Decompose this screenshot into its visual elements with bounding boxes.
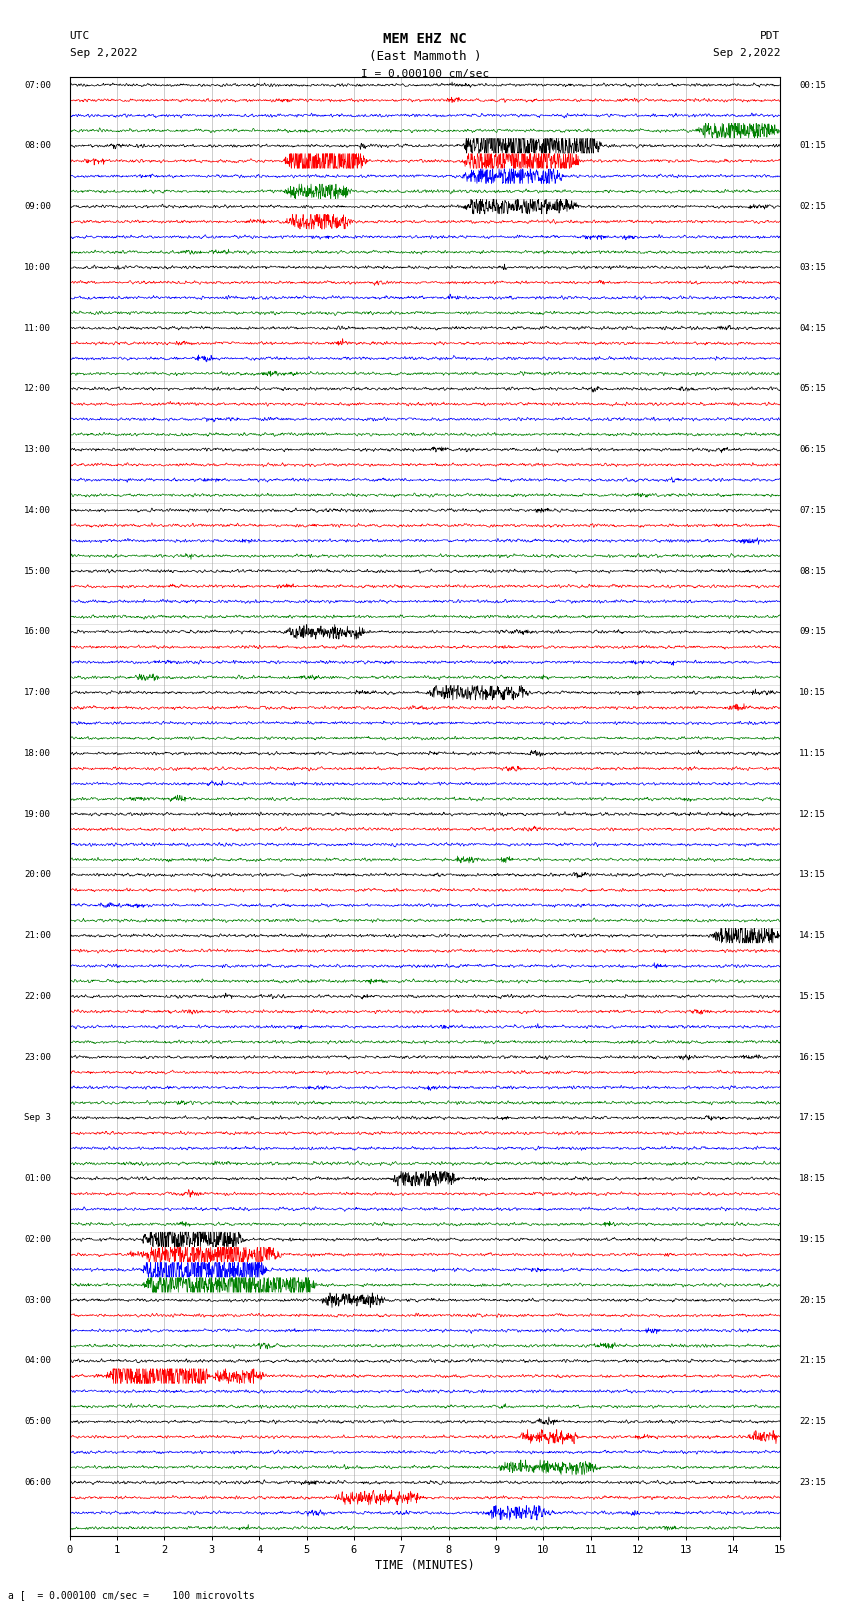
- Text: Sep 2,2022: Sep 2,2022: [713, 48, 780, 58]
- Text: 21:00: 21:00: [24, 931, 51, 940]
- Text: 11:15: 11:15: [799, 748, 826, 758]
- Text: 09:15: 09:15: [799, 627, 826, 636]
- Text: 03:00: 03:00: [24, 1295, 51, 1305]
- Text: 16:00: 16:00: [24, 627, 51, 636]
- Text: PDT: PDT: [760, 31, 780, 40]
- Text: 19:00: 19:00: [24, 810, 51, 818]
- Text: 21:15: 21:15: [799, 1357, 826, 1365]
- Text: 01:00: 01:00: [24, 1174, 51, 1182]
- Text: 14:15: 14:15: [799, 931, 826, 940]
- Text: 04:00: 04:00: [24, 1357, 51, 1365]
- Text: 10:15: 10:15: [799, 689, 826, 697]
- Text: 14:00: 14:00: [24, 506, 51, 515]
- Text: 00:15: 00:15: [799, 81, 826, 89]
- Text: 18:00: 18:00: [24, 748, 51, 758]
- Text: Sep 2,2022: Sep 2,2022: [70, 48, 137, 58]
- Text: 20:15: 20:15: [799, 1295, 826, 1305]
- Text: 17:15: 17:15: [799, 1113, 826, 1123]
- Text: Sep 3: Sep 3: [24, 1113, 51, 1123]
- Text: 23:15: 23:15: [799, 1478, 826, 1487]
- Text: 05:15: 05:15: [799, 384, 826, 394]
- Text: 22:15: 22:15: [799, 1418, 826, 1426]
- Text: 23:00: 23:00: [24, 1053, 51, 1061]
- Text: 03:15: 03:15: [799, 263, 826, 271]
- Text: 02:15: 02:15: [799, 202, 826, 211]
- Text: 22:00: 22:00: [24, 992, 51, 1000]
- Text: 12:00: 12:00: [24, 384, 51, 394]
- Text: I = 0.000100 cm/sec: I = 0.000100 cm/sec: [361, 69, 489, 79]
- Text: 18:15: 18:15: [799, 1174, 826, 1182]
- Text: 12:15: 12:15: [799, 810, 826, 818]
- Text: 01:15: 01:15: [799, 142, 826, 150]
- Text: 06:00: 06:00: [24, 1478, 51, 1487]
- Text: 04:15: 04:15: [799, 324, 826, 332]
- X-axis label: TIME (MINUTES): TIME (MINUTES): [375, 1558, 475, 1571]
- Text: UTC: UTC: [70, 31, 90, 40]
- Text: 06:15: 06:15: [799, 445, 826, 453]
- Text: 15:00: 15:00: [24, 566, 51, 576]
- Text: 07:15: 07:15: [799, 506, 826, 515]
- Text: (East Mammoth ): (East Mammoth ): [369, 50, 481, 63]
- Text: 17:00: 17:00: [24, 689, 51, 697]
- Text: 16:15: 16:15: [799, 1053, 826, 1061]
- Text: 13:00: 13:00: [24, 445, 51, 453]
- Text: 10:00: 10:00: [24, 263, 51, 271]
- Text: 08:15: 08:15: [799, 566, 826, 576]
- Text: 02:00: 02:00: [24, 1236, 51, 1244]
- Text: 19:15: 19:15: [799, 1236, 826, 1244]
- Text: 09:00: 09:00: [24, 202, 51, 211]
- Text: 05:00: 05:00: [24, 1418, 51, 1426]
- Text: 08:00: 08:00: [24, 142, 51, 150]
- Text: 13:15: 13:15: [799, 871, 826, 879]
- Text: 20:00: 20:00: [24, 871, 51, 879]
- Text: 11:00: 11:00: [24, 324, 51, 332]
- Text: MEM EHZ NC: MEM EHZ NC: [383, 32, 467, 47]
- Text: 15:15: 15:15: [799, 992, 826, 1000]
- Text: 07:00: 07:00: [24, 81, 51, 89]
- Text: a [  = 0.000100 cm/sec =    100 microvolts: a [ = 0.000100 cm/sec = 100 microvolts: [8, 1590, 255, 1600]
